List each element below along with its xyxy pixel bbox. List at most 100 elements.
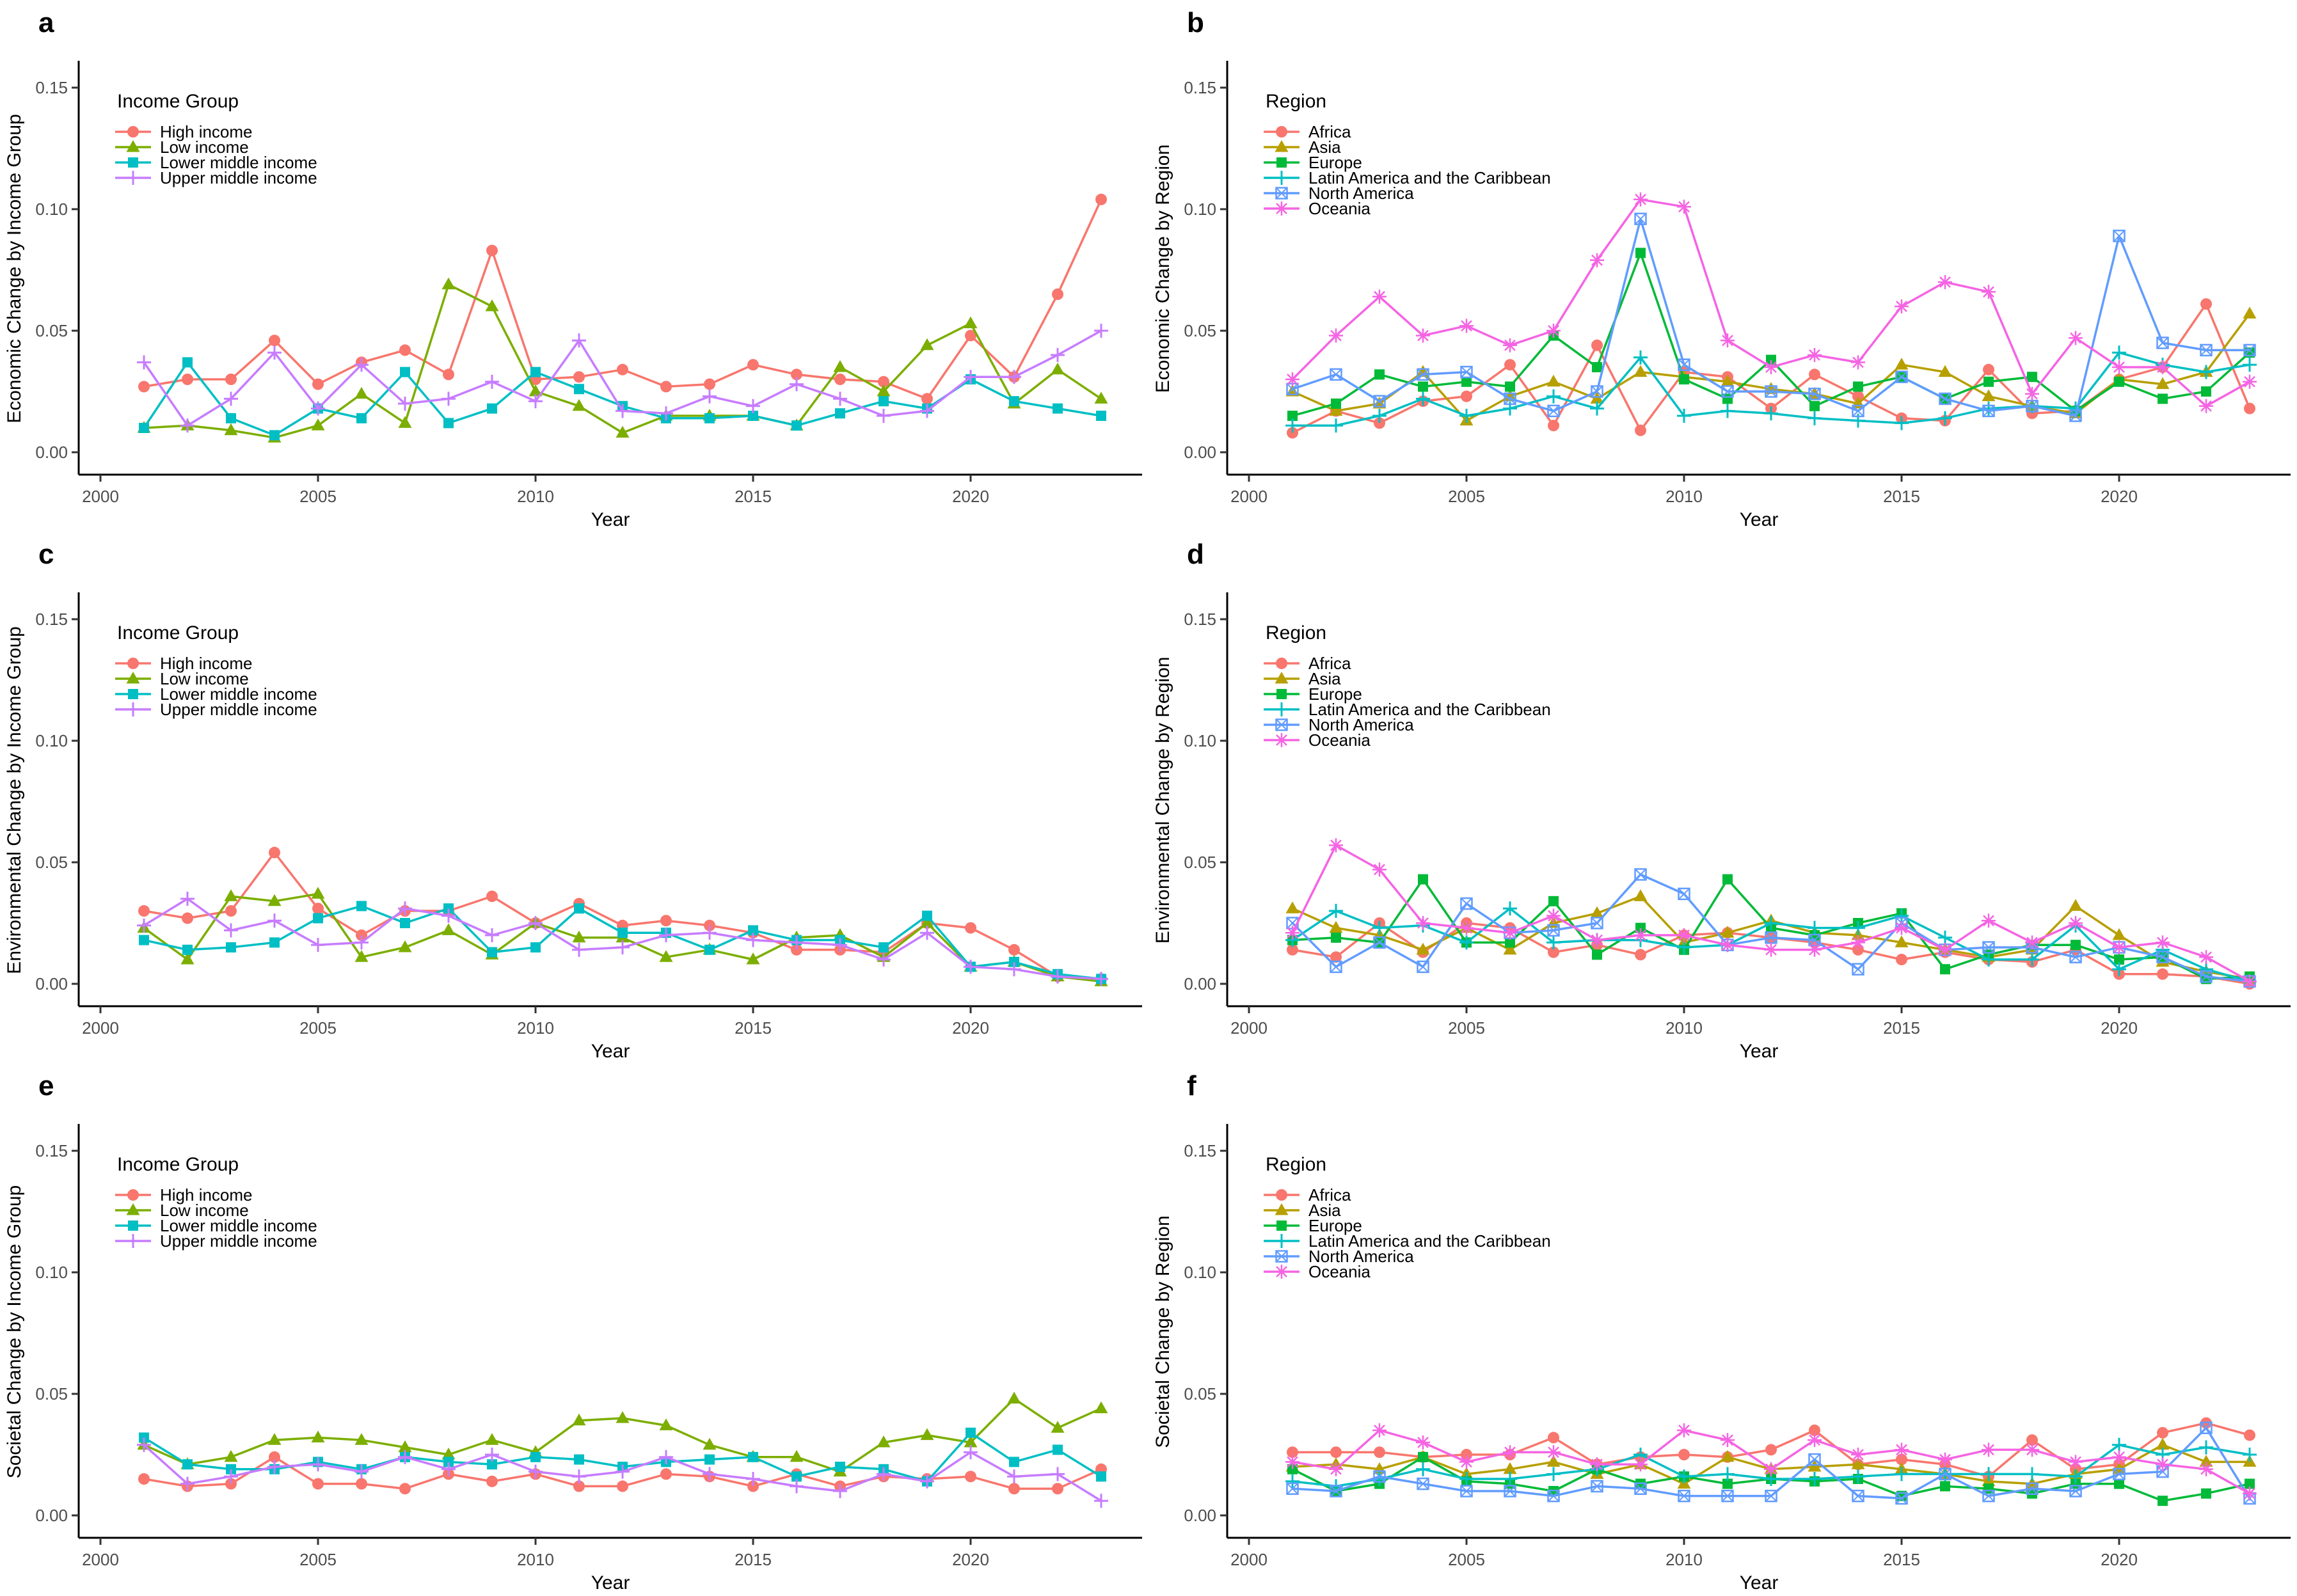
series-point-latin-america-and-the-caribbean bbox=[1372, 409, 1387, 423]
series-point-lower-middle-income bbox=[530, 942, 541, 952]
marker-square bbox=[1679, 374, 1689, 384]
series-point-oceania bbox=[1895, 299, 1909, 313]
marker-triangle bbox=[1633, 365, 1648, 377]
series-point-north-america bbox=[1765, 1489, 1777, 1503]
marker-box bbox=[1808, 1453, 1821, 1466]
series-point-latin-america-and-the-caribbean bbox=[2112, 345, 2126, 360]
marker-triangle bbox=[311, 887, 325, 899]
series-point-oceania bbox=[2156, 1457, 2170, 1472]
legend-item: Lower middle income bbox=[115, 1216, 317, 1235]
marker-square bbox=[128, 157, 138, 168]
marker-box-diag2 bbox=[1852, 405, 1864, 417]
legend-item: Low income bbox=[115, 138, 249, 157]
series-point-north-america bbox=[1460, 1485, 1473, 1497]
marker-triangle bbox=[1895, 358, 1909, 370]
marker-triangle bbox=[790, 1450, 804, 1462]
series-line-oceania bbox=[1291, 198, 2251, 407]
series-point-asia bbox=[2112, 928, 2126, 940]
y-tick-label: 0.00 bbox=[1184, 974, 1216, 993]
series-point-low-income bbox=[311, 887, 325, 899]
series-point-lower-middle-income bbox=[182, 1459, 193, 1470]
series-point-latin-america-and-the-caribbean bbox=[2199, 365, 2213, 379]
marker-box bbox=[1460, 365, 1473, 379]
legend-item: North America bbox=[1264, 715, 1414, 734]
marker-box-diag2 bbox=[1852, 963, 1864, 976]
series-point-north-america bbox=[2069, 951, 2082, 963]
series-point-low-income bbox=[267, 1433, 282, 1445]
marker-ast-4 bbox=[1287, 374, 1298, 385]
series-point-upper-middle-income bbox=[703, 1467, 717, 1481]
series-point-north-america bbox=[2156, 951, 2169, 963]
panel-f: 0.00 0.05 0.10 0.15 2000 2005 2010 2015 2020 Soci… bbox=[1148, 1063, 2297, 1596]
marker-triangle bbox=[2199, 1455, 2213, 1467]
marker-square bbox=[1418, 1451, 1428, 1462]
marker-ast-4 bbox=[1374, 864, 1385, 876]
legend-key-marker bbox=[1276, 126, 1287, 138]
series-point-north-america bbox=[1417, 368, 1429, 381]
marker-circle bbox=[1635, 949, 1646, 961]
marker-circle bbox=[225, 374, 237, 385]
marker-box bbox=[2113, 1467, 2126, 1481]
series-point-low-income bbox=[790, 1450, 804, 1462]
legend-item-label: High income bbox=[160, 654, 253, 673]
series-point-europe bbox=[1548, 896, 1559, 906]
marker-triangle bbox=[920, 1428, 934, 1441]
series-point-high-income bbox=[1095, 193, 1107, 205]
marker-ast-4 bbox=[1939, 944, 1951, 956]
series-point-low-income bbox=[877, 1435, 891, 1448]
marker-circle bbox=[704, 378, 715, 390]
series-point-upper-middle-income bbox=[529, 394, 543, 409]
marker-circle bbox=[660, 1468, 672, 1480]
marker-ast-4 bbox=[1504, 1446, 1516, 1458]
marker-triangle bbox=[441, 277, 456, 290]
legend-key-marker bbox=[1275, 201, 1289, 216]
marker-ast-4 bbox=[1417, 917, 1429, 929]
series-point-latin-america-and-the-caribbean bbox=[1895, 1467, 1909, 1481]
marker-box-diag2 bbox=[1808, 388, 1821, 400]
marker-square bbox=[487, 1459, 497, 1470]
marker-square bbox=[1418, 874, 1428, 885]
marker-box bbox=[2069, 1485, 2082, 1497]
series-point-oceania bbox=[1503, 1445, 1517, 1460]
y-axis-title: Economic Change by Income Group bbox=[4, 114, 25, 423]
y-axis-title: Environmental Change by Income Group bbox=[4, 626, 25, 974]
marker-circle bbox=[573, 371, 585, 383]
series-point-lower-middle-income bbox=[1009, 396, 1019, 407]
series-point-latin-america-and-the-caribbean bbox=[2243, 358, 2257, 372]
series-point-lower-middle-income bbox=[487, 947, 497, 958]
series-point-upper-middle-income bbox=[746, 1472, 760, 1486]
legend-item: Europe bbox=[1264, 1216, 1362, 1235]
marker-circle bbox=[1896, 1453, 1907, 1466]
series-point-oceania bbox=[1851, 1448, 1865, 1462]
series-point-upper-middle-income bbox=[572, 1469, 586, 1484]
series-point-upper-middle-income bbox=[180, 1476, 195, 1491]
series-point-north-america bbox=[1547, 924, 1560, 937]
series-point-africa bbox=[1809, 368, 1820, 381]
marker-square bbox=[128, 1221, 138, 1231]
series-point-lower-middle-income bbox=[226, 1464, 236, 1474]
marker-square bbox=[1009, 1457, 1019, 1467]
series-point-europe bbox=[1592, 949, 1602, 960]
y-tick-label: 0.10 bbox=[1184, 200, 1216, 219]
marker-box-diag2 bbox=[2156, 336, 2169, 349]
series-point-upper-middle-income bbox=[137, 355, 151, 370]
marker-ast-4 bbox=[1374, 1425, 1385, 1436]
series-point-low-income bbox=[1051, 362, 1065, 375]
x-tick-label: 2020 bbox=[952, 1018, 989, 1038]
marker-triangle bbox=[2112, 928, 2126, 940]
series-point-lower-middle-income bbox=[226, 942, 236, 952]
series-point-latin-america-and-the-caribbean bbox=[2025, 952, 2039, 967]
y-tick-label: 0.10 bbox=[1184, 731, 1216, 750]
panel-e-chart: 0.00 0.05 0.10 0.15 2000 2005 2010 2015 2020 Soci… bbox=[4, 1070, 1142, 1593]
series-point-high-income bbox=[965, 922, 976, 934]
x-tick-label: 2000 bbox=[82, 1550, 119, 1569]
marker-box-diag2 bbox=[1547, 1490, 1560, 1502]
marker-box-diag2 bbox=[1330, 368, 1342, 381]
legend-item: Latin America and the Caribbean bbox=[1264, 700, 1551, 719]
marker-square bbox=[1505, 937, 1515, 948]
series-point-low-income bbox=[572, 399, 586, 411]
series-point-high-income bbox=[747, 1480, 759, 1492]
series-point-latin-america-and-the-caribbean bbox=[1982, 952, 1996, 967]
marker-square bbox=[1983, 376, 1994, 387]
marker-circle bbox=[1809, 1425, 1820, 1436]
